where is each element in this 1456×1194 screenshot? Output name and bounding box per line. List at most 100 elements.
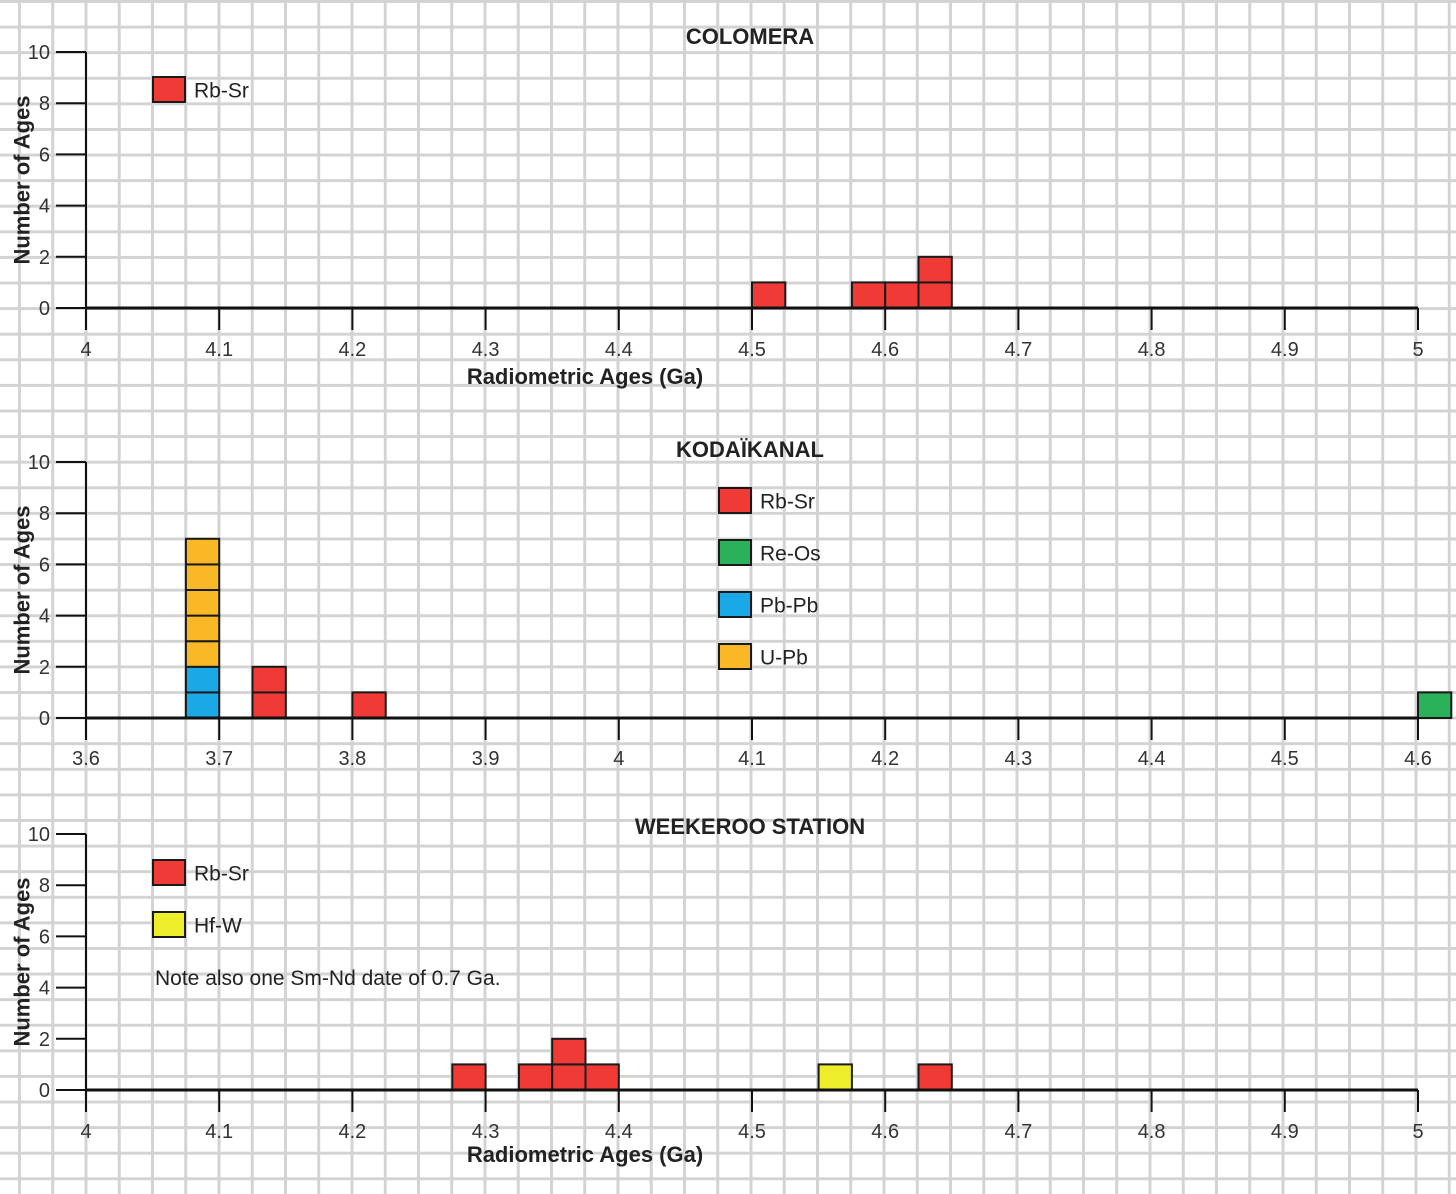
y-tick-label: 10	[28, 824, 50, 846]
chart-title: WEEKEROO STATION	[635, 814, 865, 839]
bar-u-pb-3.675	[184, 640, 221, 668]
x-tick-label: 3.9	[472, 748, 500, 770]
bar-rb-sr-4.35	[551, 1037, 587, 1066]
bar-u-pb-3.675	[184, 537, 221, 566]
bar-rb-sr-4.5	[751, 281, 787, 309]
x-tick-label: 4.9	[1271, 1121, 1299, 1143]
y-tick-label: 8	[39, 93, 50, 115]
bar-rb-sr-4.625	[917, 1063, 953, 1092]
y-tick-label: 0	[39, 1080, 50, 1102]
x-tick-label: 4.4	[1138, 748, 1166, 770]
y-tick-label: 2	[39, 657, 50, 679]
x-axis-label: Radiometric Ages (Ga)	[467, 1142, 703, 1167]
chart-panel-2: KODAÏKANAL Number of Ages 0 2 4 6 8 10 3.6 3.7 3.8…	[10, 437, 1453, 770]
y-tick-label: 8	[39, 503, 50, 525]
bar-u-pb-3.675	[184, 563, 221, 592]
x-tick-label: 4.5	[738, 1121, 766, 1143]
bar-rb-sr-4.625	[917, 281, 953, 309]
x-tick-label: 4	[613, 748, 624, 770]
bar-rb-sr-4.575	[850, 281, 887, 309]
y-axis-label: Number of Ages	[10, 95, 35, 264]
x-axis-label: Radiometric Ages (Ga)	[467, 364, 703, 389]
y-tick-label: 8	[39, 875, 50, 897]
y-tick-label: 2	[39, 247, 50, 269]
chart-panel-1: COLOMERA Number of Ages 0 2 4 6 8 10 4 4.1 4.2 4.3 4…	[10, 24, 1424, 389]
x-tick-label: 4.5	[1271, 748, 1299, 770]
y-tick-label: 10	[28, 42, 50, 64]
bar-hf-w-4.55	[817, 1063, 853, 1092]
y-tick-label: 10	[28, 452, 50, 474]
y-tick-label: 4	[39, 978, 50, 1000]
x-tick-label: 4.1	[205, 1121, 233, 1143]
x-tick-label: 3.6	[72, 748, 100, 770]
legend-swatch-rb-sr	[718, 487, 752, 514]
bar-rb-sr-4.375	[584, 1063, 620, 1092]
legend-swatch-pb-pb	[718, 591, 752, 618]
y-tick-label: 4	[39, 196, 50, 218]
x-tick-label: 4.4	[605, 1121, 633, 1143]
bar-rb-sr-3.8	[351, 691, 387, 720]
x-tick-label: 5	[1412, 1121, 1423, 1143]
legend-label: Pb-Pb	[760, 594, 818, 617]
legend-swatch-u-pb	[718, 643, 752, 670]
x-tick-label: 4.3	[472, 339, 500, 361]
x-tick-label: 4.8	[1138, 1121, 1166, 1143]
y-tick-label: 0	[39, 298, 50, 320]
bar-pb-pb-3.675	[184, 691, 221, 720]
bar-u-pb-3.675	[184, 589, 221, 617]
x-tick-label: 4	[80, 1121, 91, 1143]
legend-label: Hf-W	[194, 914, 242, 937]
x-tick-label: 4.6	[1404, 748, 1432, 770]
y-tick-label: 6	[39, 926, 50, 948]
legend-label: U-Pb	[760, 646, 808, 669]
x-tick-label: 4.2	[871, 748, 899, 770]
y-axis-label: Number of Ages	[10, 877, 35, 1046]
chart-note: Note also one Sm-Nd date of 0.7 Ga.	[155, 967, 501, 990]
x-tick-label: 4.2	[338, 1121, 366, 1143]
x-tick-label: 4.3	[1004, 748, 1032, 770]
x-tick-label: 4.7	[1004, 1121, 1032, 1143]
x-tick-label: 4.4	[605, 339, 633, 361]
x-tick-label: 4.1	[738, 748, 766, 770]
legend-label: Re-Os	[760, 542, 821, 565]
x-tick-label: 4.3	[472, 1121, 500, 1143]
legend-label: Rb-Sr	[760, 490, 815, 513]
x-tick-label: 4.5	[738, 339, 766, 361]
bar-rb-sr-4.625	[917, 255, 953, 284]
x-tick-label: 5	[1412, 339, 1423, 361]
bar-rb-sr-4.275	[451, 1063, 487, 1092]
legend-swatch-rb-sr	[152, 76, 186, 103]
bar-rb-sr-4.325	[517, 1063, 554, 1092]
x-tick-label: 4.9	[1271, 339, 1299, 361]
legend-label: Rb-Sr	[194, 79, 249, 102]
chart-title: COLOMERA	[686, 24, 814, 49]
legend-swatch-rb-sr	[152, 859, 186, 886]
x-tick-label: 3.8	[338, 748, 366, 770]
y-tick-label: 0	[39, 708, 50, 730]
y-tick-label: 2	[39, 1029, 50, 1051]
chart-panel-3: WEEKEROO STATION Number of Ages 0 2 4 6 8 10 4 4.…	[10, 814, 1424, 1167]
legend-swatch-hf-w	[152, 911, 186, 938]
bar-u-pb-3.675	[184, 614, 221, 643]
bar-rb-sr-4.35	[551, 1063, 587, 1092]
x-tick-label: 4.8	[1138, 339, 1166, 361]
chart-title: KODAÏKANAL	[676, 437, 824, 462]
x-tick-label: 4.7	[1004, 339, 1032, 361]
x-tick-label: 4	[80, 339, 91, 361]
bar-rb-sr-3.725	[251, 691, 287, 720]
x-tick-label: 4.6	[871, 339, 899, 361]
legend-swatch-re-os	[718, 539, 752, 566]
x-tick-label: 4.2	[338, 339, 366, 361]
y-axis-label: Number of Ages	[10, 505, 35, 674]
bar-re-os-4.6	[1417, 691, 1453, 720]
bar-rb-sr-3.725	[251, 665, 287, 694]
legend-label: Rb-Sr	[194, 862, 249, 885]
y-tick-label: 6	[39, 554, 50, 576]
bar-pb-pb-3.675	[184, 665, 221, 694]
x-tick-label: 4.1	[205, 339, 233, 361]
x-tick-label: 3.7	[205, 748, 233, 770]
x-tick-label: 4.6	[871, 1121, 899, 1143]
bar-rb-sr-4.6	[884, 281, 920, 309]
y-tick-label: 6	[39, 144, 50, 166]
